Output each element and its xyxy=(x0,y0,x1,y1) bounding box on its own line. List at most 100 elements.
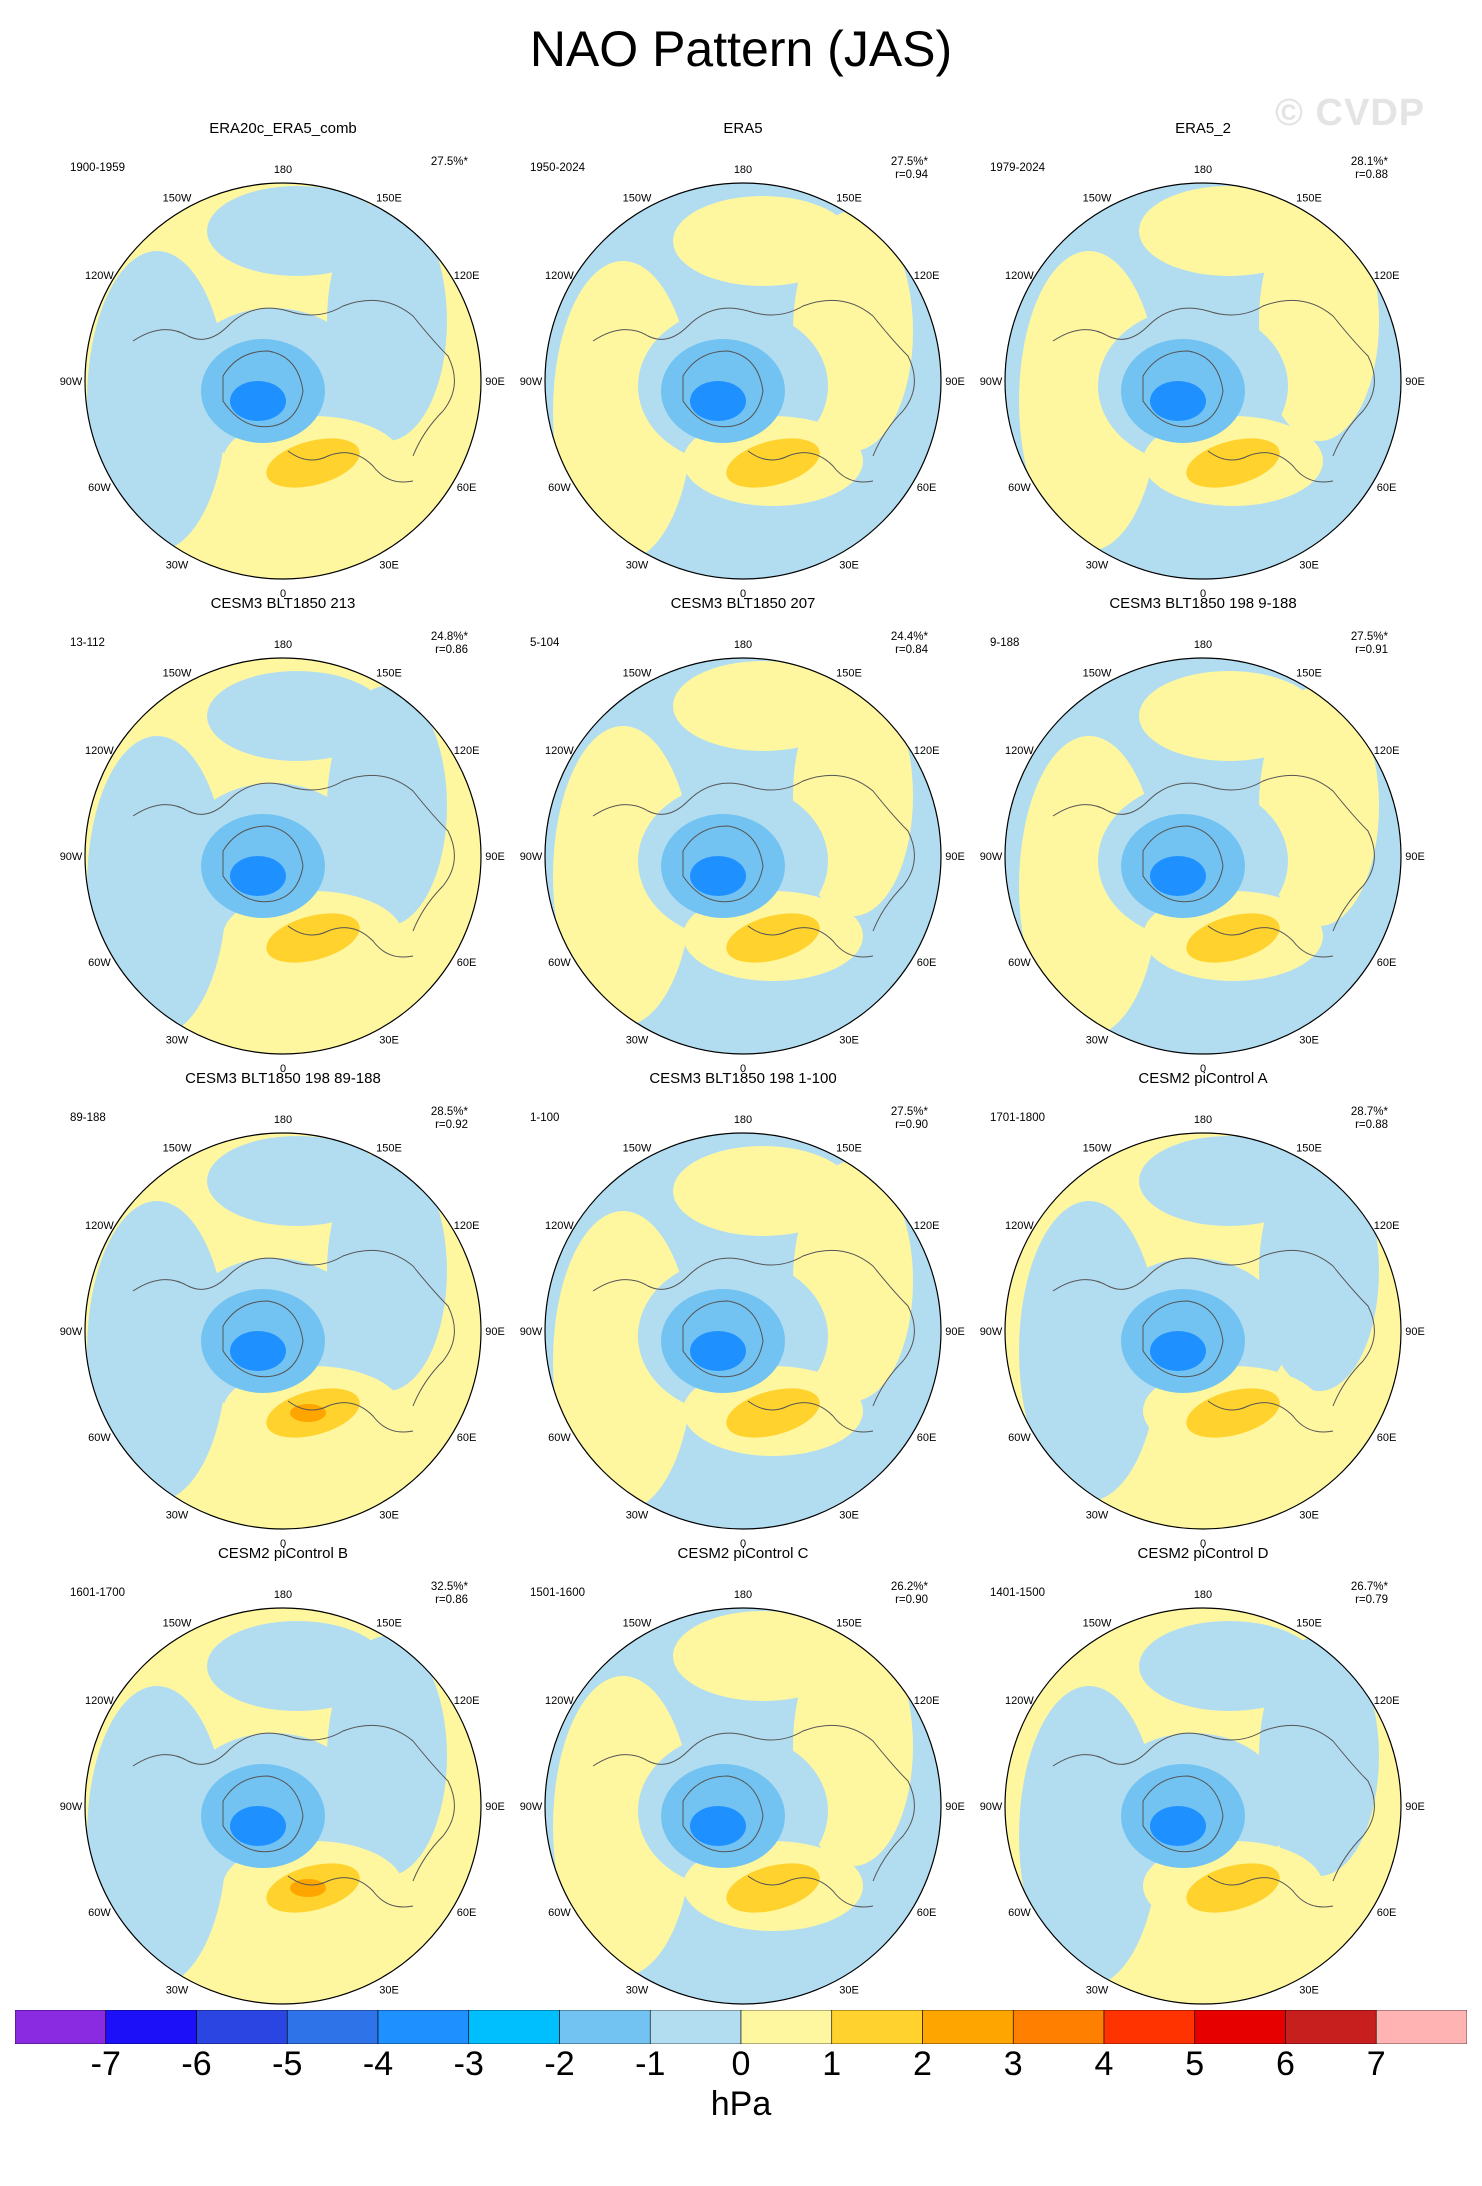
negative-core xyxy=(690,1806,746,1846)
longitude-label: 120W xyxy=(545,1220,574,1232)
longitude-label: 30E xyxy=(379,560,399,572)
panel-period: 1-100 xyxy=(530,1112,560,1124)
longitude-label: 120E xyxy=(454,745,480,757)
colorbar-swatch xyxy=(468,2010,560,2044)
longitude-label: 60E xyxy=(1377,957,1397,969)
coastline xyxy=(132,1724,455,1908)
longitude-label: 0 xyxy=(280,1538,286,1550)
colorbar-tick-label: 3 xyxy=(1003,2045,1023,2083)
negative-core xyxy=(690,1331,746,1371)
longitude-label: 60E xyxy=(457,1907,477,1919)
map-border xyxy=(1004,657,1402,1055)
colorbar-swatch xyxy=(740,2010,833,2044)
map-panel: 180 150E 120E 90E 60E 30E 0 30W 60W 90W 120W 150W ER… xyxy=(48,120,518,600)
map-panel: 180150E120E90E60E30E030W60W90W120W150WCE… xyxy=(508,1545,978,2025)
colorbar-swatch xyxy=(1285,2010,1377,2044)
panel-stats: 27.5%* r=0.94 xyxy=(891,156,928,182)
longitude-label: 90E xyxy=(485,376,505,388)
longitude-label: 30W xyxy=(1086,560,1109,572)
longitude-label: 120W xyxy=(1005,1695,1034,1707)
longitude-label: 30E xyxy=(839,1510,859,1522)
longitude-label: 90E xyxy=(485,1801,505,1813)
panel-stats: 32.5%* r=0.86 xyxy=(431,1581,468,1607)
map-border xyxy=(1004,182,1402,580)
longitude-label: 120E xyxy=(454,1695,480,1707)
longitude-label: 180 xyxy=(1194,164,1212,176)
page-title: NAO Pattern (JAS) xyxy=(529,21,953,77)
pattern-correlation: r=0.86 xyxy=(435,644,468,656)
longitude-label: 60W xyxy=(88,1907,111,1919)
polar-map: 180 150E 120E 90E 60E 30E 0 30W 60W 90W 120W 150W xyxy=(520,1114,965,1550)
panel-title: CESM2 piControl A xyxy=(1138,1070,1268,1087)
longitude-label: 90W xyxy=(60,1326,83,1338)
explained-variance: 27.5%* xyxy=(890,156,928,168)
longitude-label: 180 xyxy=(734,1589,752,1601)
panel-period: 13-112 xyxy=(70,637,105,649)
longitude-label: 30E xyxy=(839,560,859,572)
longitude-label: 120E xyxy=(454,270,480,282)
panel-title: CESM2 piControl C xyxy=(677,1545,809,1562)
colorbar-tick-label: 4 xyxy=(1094,2045,1114,2083)
coastline xyxy=(132,1249,455,1433)
longitude-label: 30E xyxy=(1299,1510,1319,1522)
longitude-label: 120E xyxy=(914,270,940,282)
explained-variance: 26.2%* xyxy=(890,1581,928,1593)
negative-core xyxy=(230,1806,286,1846)
longitude-label: 120E xyxy=(454,1220,480,1232)
longitude-label: 150W xyxy=(163,667,192,679)
positive-core xyxy=(290,1404,326,1422)
longitude-label: 150E xyxy=(376,1142,402,1154)
anomaly-region xyxy=(207,186,387,276)
longitude-label: 120E xyxy=(914,1220,940,1232)
polar-map: 180 150E 120E 90E 60E 30E 0 30W 60W 90W 120W 150W xyxy=(980,164,1425,600)
longitude-label: 150E xyxy=(376,1617,402,1629)
colorbar-swatch xyxy=(196,2010,288,2044)
negative-core xyxy=(690,856,746,896)
panel-title: CESM3 BLT1850 207 xyxy=(670,595,816,612)
map-panel: 180150E120E90E60E30E030W60W90W120W150WCE… xyxy=(968,1545,1438,2025)
longitude-label: 60E xyxy=(1377,1432,1397,1444)
longitude-label: 90E xyxy=(1405,1801,1425,1813)
longitude-label: 180 xyxy=(734,1114,752,1126)
negative-core xyxy=(1150,856,1206,896)
longitude-label: 30W xyxy=(166,1510,189,1522)
longitude-label: 180 xyxy=(734,164,752,176)
pattern-correlation: r=0.86 xyxy=(435,1594,468,1606)
longitude-label: 90E xyxy=(945,376,965,388)
longitude-label: 60W xyxy=(88,1432,111,1444)
longitude-label: 120W xyxy=(545,1695,574,1707)
longitude-label: 60W xyxy=(548,482,571,494)
longitude-label: 120W xyxy=(85,1695,114,1707)
colorbar-swatch xyxy=(831,2010,923,2044)
longitude-label: 60E xyxy=(457,1432,477,1444)
coastline xyxy=(1052,774,1375,958)
longitude-label: 30W xyxy=(1086,1035,1109,1047)
negative-core xyxy=(1150,1331,1206,1371)
panel-stats: 24.4%* r=0.84 xyxy=(891,631,928,657)
longitude-label: 90W xyxy=(980,1326,1003,1338)
explained-variance: 27.5%* xyxy=(1350,631,1388,643)
colorbar-swatch xyxy=(105,2010,197,2044)
panel-title: CESM2 piControl D xyxy=(1137,1545,1269,1562)
colorbar-tick-label: -5 xyxy=(272,2045,303,2083)
longitude-label: 60W xyxy=(88,957,111,969)
longitude-label: 150E xyxy=(836,1142,862,1154)
panel-period: 5-104 xyxy=(530,637,560,649)
panel-stats: 27.5%* r=0.90 xyxy=(891,1106,928,1132)
longitude-label: 90W xyxy=(520,1801,543,1813)
longitude-label: 150E xyxy=(376,192,402,204)
longitude-label: 30W xyxy=(626,560,649,572)
panel-period: 1900-1959 xyxy=(70,162,125,174)
panel-title: CESM3 BLT1850 213 xyxy=(210,595,356,612)
longitude-label: 60E xyxy=(1377,482,1397,494)
longitude-label: 60W xyxy=(88,482,111,494)
longitude-label: 0 xyxy=(740,1063,746,1075)
longitude-label: 30W xyxy=(166,1035,189,1047)
anomaly-region xyxy=(87,1201,227,1501)
pattern-correlation: r=0.91 xyxy=(1355,644,1388,656)
polar-map: 180 150E 120E 90E 60E 30E 0 30W 60W 90W 120W 150W xyxy=(520,639,965,1075)
colorbar-swatch xyxy=(922,2010,1014,2044)
longitude-label: 120W xyxy=(545,745,574,757)
